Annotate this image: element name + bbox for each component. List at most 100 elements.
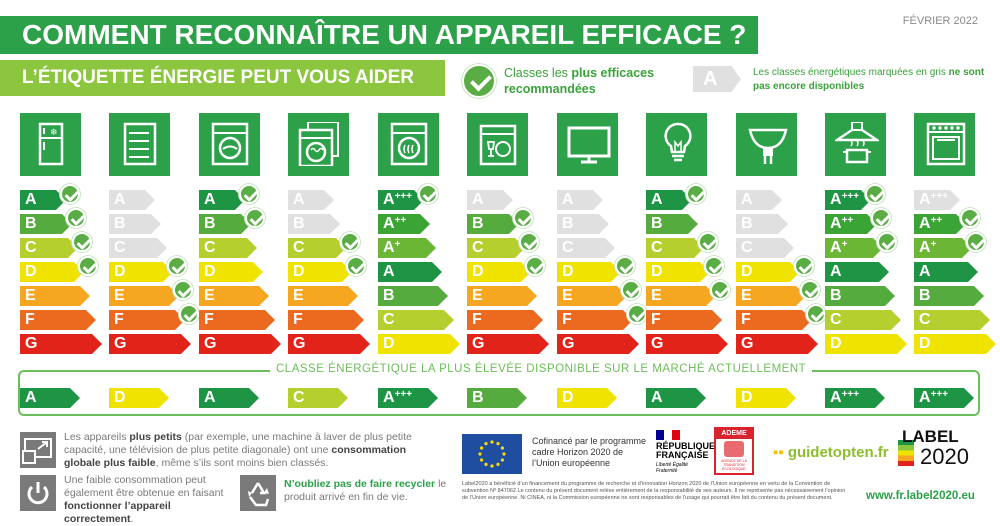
energy-class-bar: E [109, 286, 179, 306]
page-title: COMMENT RECONNAÎTRE UN APPAREIL EFFICACE… [0, 16, 758, 54]
check-icon [794, 256, 814, 276]
highest-class-bar: A [646, 388, 706, 408]
tip-use-correctly: Une faible consommation peut également ê… [64, 474, 224, 525]
energy-class-bar: A [557, 190, 603, 210]
check-icon [627, 304, 647, 324]
energy-class-bar: F [20, 310, 96, 330]
label2020-line2: 2020 [920, 444, 969, 469]
check-icon [871, 208, 891, 228]
eu-flag-logo [462, 434, 522, 474]
disclaimer-text: Label2020 a bénéficié d’un financement d… [462, 481, 846, 501]
energy-class-bar: F [646, 310, 722, 330]
republique-francaise-logo: RÉPUBLIQUE FRANÇAISE Liberté Égalité Fra… [652, 430, 715, 478]
energy-class-bar: A [199, 190, 245, 210]
energy-class-bar: C [914, 310, 990, 330]
label2020-logo: LABEL 2020 [898, 428, 984, 470]
check-icon [66, 208, 86, 228]
energy-class-bar: D [825, 334, 907, 354]
check-icon [615, 256, 635, 276]
check-icon [72, 232, 92, 252]
energy-class-bar: B [467, 214, 519, 234]
energy-class-bar: E [736, 286, 806, 306]
energy-class-bar: A+ [378, 238, 436, 258]
date-label: FÉVRIER 2022 [902, 15, 978, 27]
energy-class-bar: E [467, 286, 537, 306]
check-icon [245, 208, 265, 228]
check-icon [167, 256, 187, 276]
tumble-dryer-icon [378, 113, 439, 176]
subtitle: L’ÉTIQUETTE ÉNERGIE PEUT VOUS AIDER [0, 60, 445, 96]
energy-class-bar: C [20, 238, 78, 258]
energy-class-bar: D [199, 262, 263, 282]
check-icon [60, 184, 80, 204]
check-icon [806, 304, 826, 324]
energy-class-bar: E [646, 286, 716, 306]
highest-class-bar: B [467, 388, 527, 408]
energy-class-bar: A [467, 190, 513, 210]
label2020-line1: LABEL [902, 427, 959, 446]
energy-class-bar: E [199, 286, 269, 306]
energy-class-bar: D [109, 262, 173, 282]
energy-class-bar: A [736, 190, 782, 210]
check-icon [179, 304, 199, 324]
energy-class-bar: A+++ [825, 190, 871, 210]
energy-class-bar: A [825, 262, 889, 282]
energy-class-bar: E [288, 286, 358, 306]
energy-class-bar: A+++ [914, 190, 960, 210]
guidetopten-logo: ▪▪ guidetopten.fr [773, 444, 889, 461]
check-icon [346, 256, 366, 276]
highest-class-label: CLASSE ÉNERGÉTIQUE LA PLUS ÉLEVÉE DISPON… [270, 363, 813, 375]
energy-class-bar: A+ [825, 238, 883, 258]
energy-class-bar: B [914, 286, 984, 306]
washer-dryer-icon [288, 113, 349, 176]
energy-class-bar: G [467, 334, 549, 354]
energy-class-bar: A [646, 190, 692, 210]
energy-class-bar: D [736, 262, 800, 282]
energy-class-bar: D [288, 262, 352, 282]
wine-cooler-icon [109, 113, 170, 176]
website-link[interactable]: www.fr.label2020.eu [866, 490, 975, 502]
energy-class-bar: A++ [825, 214, 877, 234]
energy-class-bar: B [378, 286, 448, 306]
check-icon [173, 280, 193, 300]
check-icon [877, 232, 897, 252]
energy-class-bar: C [467, 238, 525, 258]
energy-class-bar: F [557, 310, 633, 330]
energy-class-bar: G [20, 334, 102, 354]
energy-class-bar: C [109, 238, 167, 258]
television-icon [557, 113, 618, 176]
svg-text:❄: ❄ [50, 128, 58, 138]
washing-machine-icon [199, 113, 260, 176]
check-icon [239, 184, 259, 204]
highest-class-bar: A+++ [378, 388, 438, 408]
energy-class-bar: B [736, 214, 788, 234]
dishwasher-icon [467, 113, 528, 176]
energy-class-bar: A++ [378, 214, 430, 234]
rf-motto: Liberté Égalité Fraternité [656, 462, 688, 474]
energy-class-bar: F [109, 310, 185, 330]
check-icon [686, 184, 706, 204]
screen-size-icon [20, 432, 56, 468]
energy-class-bar: B [288, 214, 340, 234]
highest-class-bar: A+++ [825, 388, 885, 408]
check-icon [800, 280, 820, 300]
highest-class-bar: A [20, 388, 80, 408]
energy-class-bar: F [199, 310, 275, 330]
energy-class-bar: A [109, 190, 155, 210]
oven-icon [914, 113, 975, 176]
eu-funding-text: Cofinancé par le programme cadre Horizon… [532, 436, 647, 468]
energy-class-bar: A+++ [378, 190, 424, 210]
check-icon [340, 232, 360, 252]
check-icon [519, 232, 539, 252]
grey-class-sample: A [693, 66, 741, 92]
energy-class-bar: B [109, 214, 161, 234]
energy-class-bar: E [20, 286, 90, 306]
check-icon [704, 256, 724, 276]
energy-class-bar: D [557, 262, 621, 282]
energy-class-bar: B [825, 286, 895, 306]
energy-class-bar: G [557, 334, 639, 354]
spot-lamp-icon [736, 113, 797, 176]
recycle-icon [240, 475, 276, 511]
check-icon [418, 184, 438, 204]
energy-class-bar: G [736, 334, 818, 354]
